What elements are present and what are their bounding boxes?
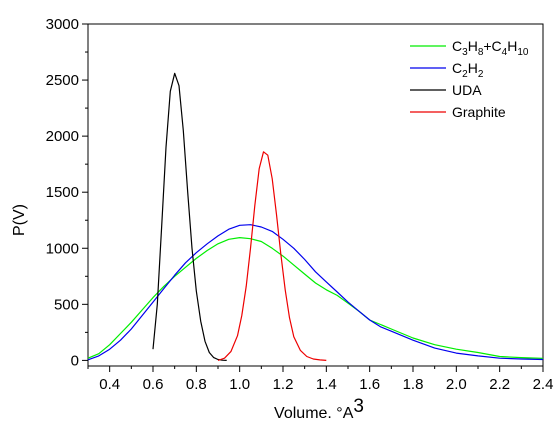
y-tick-label: 2000 <box>46 128 79 145</box>
y-tick-label: 1000 <box>46 240 79 257</box>
ticks-group: 0.4 0.6 0.8 1.0 1.2 1.4 1.6 1.8 2.0 2.2 2.4 0 500 100… <box>46 16 554 393</box>
plot-border <box>87 23 544 367</box>
legend-label: C2H2 <box>452 60 484 80</box>
x-tick-label: 2.4 <box>533 376 554 393</box>
series-line-graphite <box>217 151 327 361</box>
legend-label: Graphite <box>452 104 506 120</box>
x-axis-title: Volume. °A3 <box>274 396 364 422</box>
x-tick-label: 2.0 <box>446 376 467 393</box>
y-tick-label: 1500 <box>46 184 79 201</box>
legend-label: C3H8+C4H10 <box>452 38 529 58</box>
x-tick-label: 1.4 <box>316 376 337 393</box>
x-tick-label: 2.2 <box>489 376 510 393</box>
x-tick-label: 0.4 <box>99 376 120 393</box>
series-line-c3h8-c4h10 <box>87 237 544 359</box>
y-axis-title: P(V) <box>11 204 28 236</box>
x-tick-label: 1.6 <box>359 376 380 393</box>
y-tick-label: 500 <box>54 296 79 313</box>
x-tick-label: 1.2 <box>273 376 294 393</box>
series-line-uda <box>152 72 227 361</box>
series-layer <box>87 72 544 361</box>
x-tick-label: 0.8 <box>186 376 207 393</box>
y-tick-label: 3000 <box>46 16 79 33</box>
plot-frame <box>87 23 544 367</box>
series-line-c2h2 <box>87 224 544 361</box>
y-tick-label: 2500 <box>46 72 79 89</box>
legend-label: UDA <box>452 82 482 98</box>
x-tick-label: 1.8 <box>403 376 424 393</box>
x-tick-label: 0.6 <box>143 376 164 393</box>
y-tick-label: 0 <box>71 352 79 369</box>
x-tick-label: 1.0 <box>229 376 250 393</box>
